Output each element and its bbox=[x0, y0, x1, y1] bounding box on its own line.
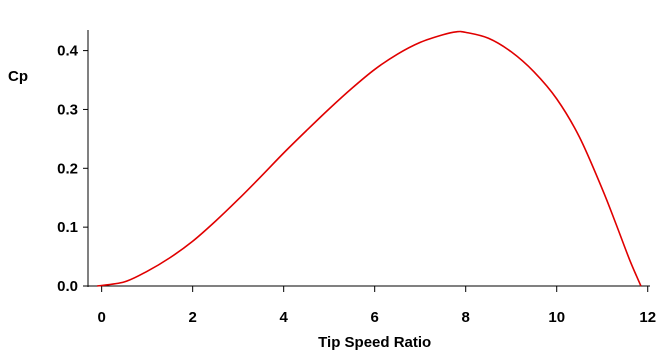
x-tick-label: 4 bbox=[280, 309, 289, 326]
x-tick-label: 10 bbox=[548, 309, 565, 326]
y-tick-label: 0.3 bbox=[57, 101, 78, 118]
y-tick-label: 0.2 bbox=[57, 160, 78, 177]
y-axis-label: Cp bbox=[8, 68, 28, 85]
y-tick-label: 0.1 bbox=[57, 219, 78, 236]
cp-curve bbox=[96, 30, 642, 287]
x-tick-label: 8 bbox=[462, 309, 470, 326]
y-tick-label: 0.4 bbox=[57, 43, 79, 60]
x-axis-label: Tip Speed Ratio bbox=[318, 334, 431, 351]
tick-labels: 0.0 0.1 0.2 0.3 0.4 0 2 4 6 8 10 12 bbox=[57, 43, 656, 326]
axes bbox=[87, 30, 650, 287]
y-tick-label: 0.0 bbox=[57, 278, 78, 295]
x-tick-label: 2 bbox=[188, 309, 196, 326]
x-tick-label: 6 bbox=[371, 309, 379, 326]
x-tick-label: 0 bbox=[97, 309, 105, 326]
ticks bbox=[83, 50, 649, 292]
x-tick-label: 12 bbox=[639, 309, 656, 326]
